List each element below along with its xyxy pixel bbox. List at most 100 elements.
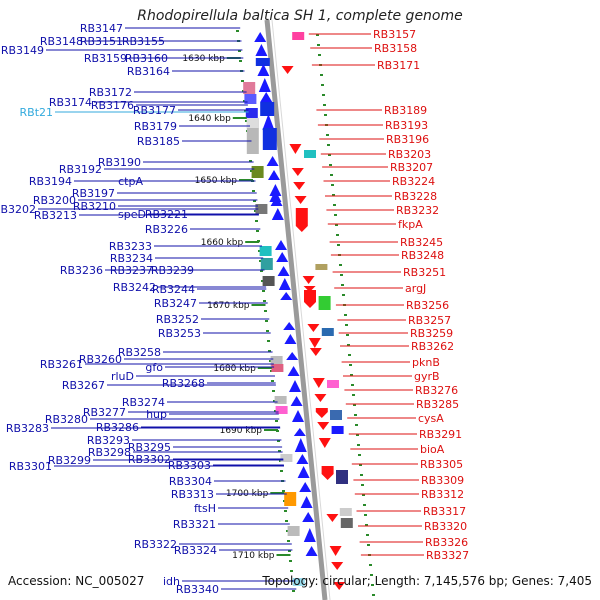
forward-gene-arrow [254,32,267,42]
tick-mark-left [277,440,280,442]
genome-title: Rhodopirellula baltica SH 1, complete ge… [137,8,463,24]
left-feature-block [280,454,293,462]
right-feature-block [340,518,353,528]
tick-mark-right [316,34,319,36]
left-gene-label: RB3283 [6,422,49,435]
right-gene-label: RB3285 [416,398,459,411]
left-gene-label: RB3313 [171,488,214,501]
tick-mark-left [245,120,248,122]
left-gene-label: RB3177 [133,104,176,117]
left-gene-label: RB3221 [145,208,188,221]
right-gene-label: RB3158 [374,42,417,55]
forward-gene-arrow [294,438,307,452]
tick-mark-left [265,320,268,322]
genome-backbone-edge [271,19,331,600]
left-gene-label: RB3340 [176,583,219,596]
left-feature-block [245,108,258,118]
reverse-gene-block [315,408,328,418]
tick-mark-right [322,94,325,96]
left-gene-label: RB3179 [134,120,177,133]
tick-mark-left [256,230,259,232]
reverse-gene-arrow [318,438,331,448]
right-feature-block [304,150,316,158]
tick-mark-right [337,244,340,246]
tick-mark-right [328,154,331,156]
tick-mark-right [327,144,330,146]
reverse-gene-arrow [309,348,322,356]
tick-mark-left [284,510,287,512]
right-feature-block [315,264,328,270]
forward-gene-arrow [270,196,283,206]
left-gene-label: RB3242 [113,281,156,294]
left-gene-label: RB3159 [84,52,127,65]
tick-mark-left [292,590,295,592]
genome-summary-text: Topology: circular; Length: 7,145,576 bp… [262,574,592,588]
left-feature-block [244,94,257,104]
genome-backbone [264,19,328,600]
left-feature-block [274,396,287,404]
forward-gene-arrow [284,334,297,344]
right-gene-label: RB3327 [426,549,469,562]
tick-mark-right [364,514,367,516]
left-feature-block [259,246,272,256]
forward-gene-arrow [266,156,279,166]
scale-label: 1710 kbp [232,551,275,561]
tick-mark-left [267,340,270,342]
left-gene-label: RB3293 [87,434,130,447]
right-gene-label: RB3203 [388,148,431,161]
left-feature-block [251,166,264,178]
tick-mark-left [286,530,289,532]
tick-mark-right [360,474,363,476]
right-gene-label: pknB [412,356,440,369]
tick-mark-right [324,114,327,116]
left-gene-label: RB3149 [1,44,44,57]
tick-mark-right [332,194,335,196]
tick-mark-left [236,30,239,32]
right-gene-label: RB3309 [421,474,464,487]
tick-mark-right [345,324,348,326]
right-gene-label: RB3228 [394,190,437,203]
tick-mark-left [252,190,255,192]
reverse-gene-arrow [317,422,330,430]
scale-label: 1660 kbp [201,238,244,248]
tick-mark-right [366,534,369,536]
left-gene-label: RB3268 [162,377,205,390]
tick-mark-left [266,330,269,332]
forward-gene-arrow [303,528,316,542]
left-feature-block [275,406,288,414]
right-gene-label: RB3312 [421,488,464,501]
right-gene-label: RB3276 [415,384,458,397]
right-gene-label: RB3326 [425,536,468,549]
tick-mark-right [372,594,375,596]
tick-mark-right [341,284,344,286]
tick-mark-right [344,314,347,316]
right-gene-label: RB3317 [423,505,466,518]
tick-mark-left [280,470,283,472]
tick-mark-right [359,464,362,466]
forward-gene-arrow [280,292,293,300]
scale-label: 1690 kbp [220,426,263,436]
left-gene-label: hup [146,408,167,421]
tick-mark-right [321,84,324,86]
right-feature-block [327,380,339,388]
left-gene-label: RB3194 [29,175,72,188]
tick-mark-left [289,560,292,562]
reverse-gene-arrow [281,66,294,74]
left-gene-label: RB3233 [109,240,152,253]
left-gene-label: RB3247 [154,297,197,310]
left-feature-block [292,578,305,586]
tick-mark-left [250,170,253,172]
tick-mark-right [367,544,370,546]
left-gene-label: RB3190 [98,156,141,169]
reverse-gene-block [295,208,308,232]
right-feature-block [292,32,305,40]
left-gene-label: rluD [111,370,134,383]
reverse-gene-arrow [302,276,315,284]
right-gene-label: RB3207 [390,161,433,174]
left-gene-label: RB3252 [156,313,199,326]
right-feature-block [330,410,342,420]
left-gene-label: RB3244 [152,283,195,296]
reverse-gene-arrow [289,144,302,154]
left-gene-label: RB3192 [59,163,102,176]
left-gene-label: RB3236 [60,264,103,277]
